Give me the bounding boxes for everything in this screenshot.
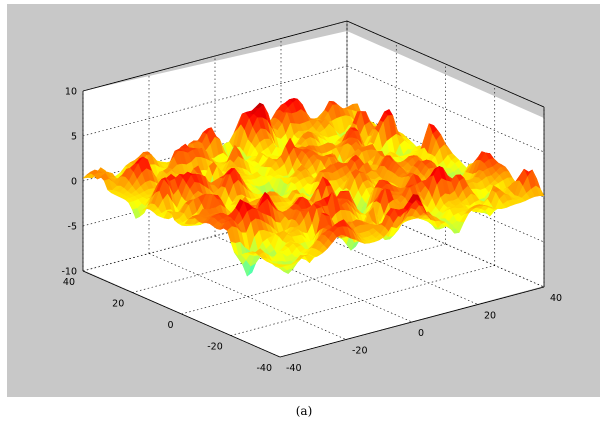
x-tick-label: 40 bbox=[550, 293, 562, 304]
x-tick-label: -20 bbox=[352, 346, 368, 357]
axes-box-edges bbox=[82, 20, 545, 358]
surface-mesh bbox=[82, 97, 545, 277]
wall-grid-z bbox=[82, 65, 348, 137]
figure-caption: (a) bbox=[295, 404, 313, 418]
y-tick-label: 20 bbox=[112, 299, 124, 310]
z-tick-label: 0 bbox=[71, 177, 77, 188]
z-tick-label: 10 bbox=[65, 87, 77, 98]
z-tick-label: 5 bbox=[71, 132, 77, 143]
x-tick-label: -40 bbox=[286, 363, 302, 374]
box-edge bbox=[82, 270, 281, 358]
y-tick-label: -40 bbox=[256, 363, 272, 374]
x-tick-label: 20 bbox=[484, 311, 496, 322]
floor-grid-y bbox=[230, 265, 495, 336]
surface-patch bbox=[275, 264, 286, 268]
box-edge bbox=[279, 286, 545, 358]
z-tick-label: -5 bbox=[68, 222, 77, 233]
z-tick-label: -10 bbox=[61, 267, 77, 278]
floor bbox=[83, 200, 544, 357]
wall-grid-z bbox=[82, 200, 348, 272]
x-tick-label: 0 bbox=[418, 328, 424, 339]
floor-grid-y bbox=[181, 243, 446, 315]
box-edge bbox=[346, 20, 545, 108]
y-tick-label: 0 bbox=[167, 320, 173, 331]
y-tick-label: 40 bbox=[63, 277, 75, 288]
y-tick-label: -20 bbox=[207, 342, 223, 353]
box-edge bbox=[82, 20, 348, 92]
